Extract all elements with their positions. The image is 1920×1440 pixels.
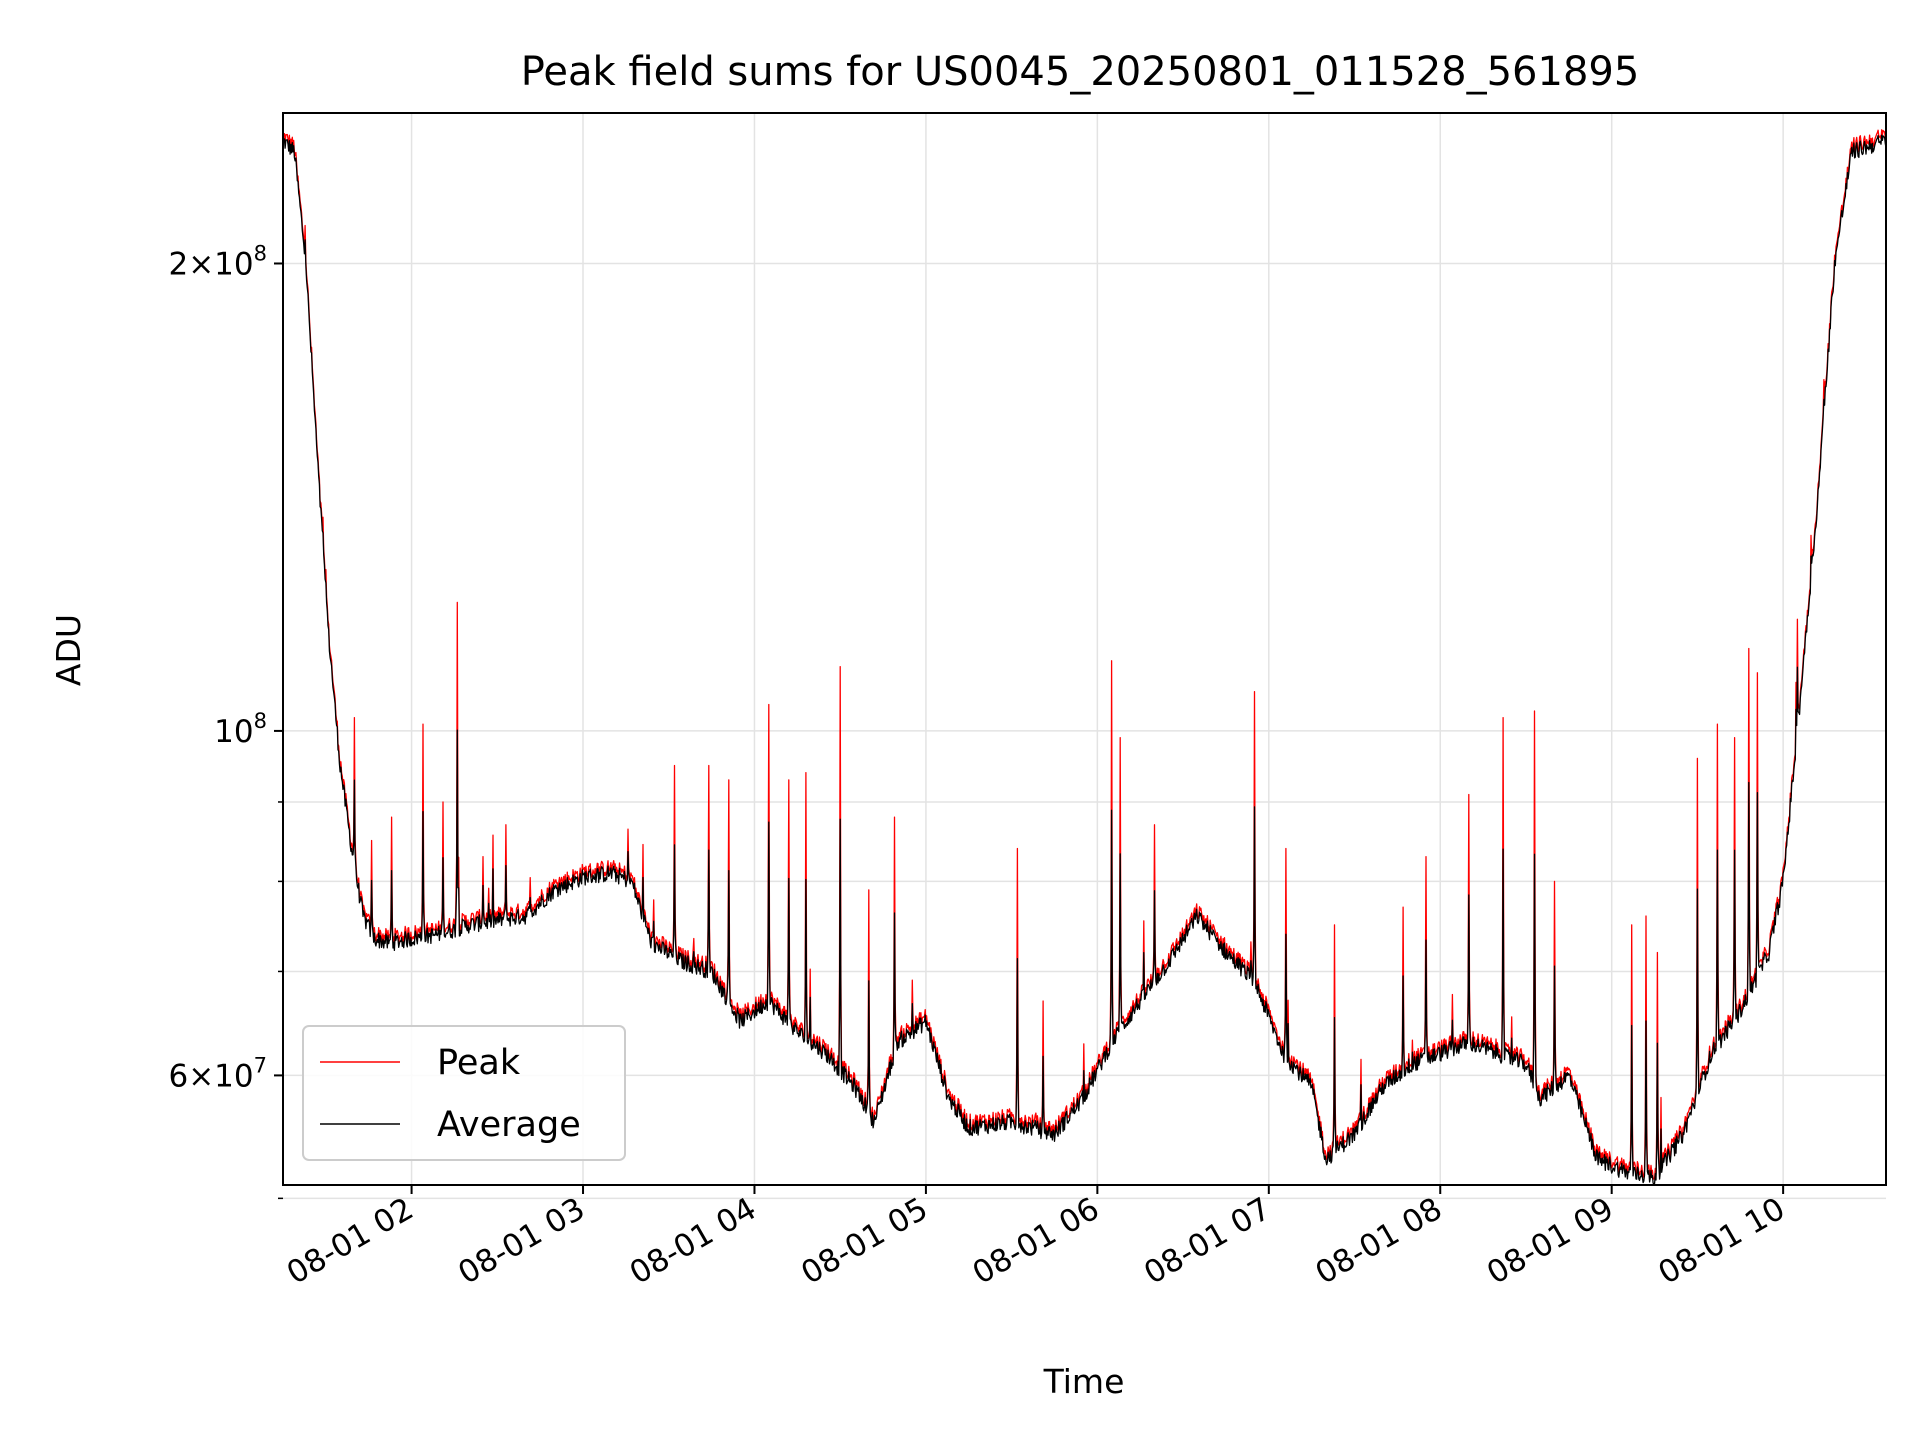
- y-axis: 6×107 108 2×108: [168, 241, 283, 1200]
- legend-label-average: Average: [437, 1105, 581, 1145]
- y-tick-label: 108: [214, 709, 267, 750]
- x-tick-label: 08-01 10: [1652, 1191, 1791, 1292]
- legend-box: [302, 1025, 626, 1161]
- x-tick-label: 08-01 03: [452, 1191, 591, 1292]
- y-tick-label: 6×107: [168, 1053, 267, 1094]
- plot-area: [282, 129, 1887, 1186]
- x-axis-title: Time: [1043, 1362, 1125, 1401]
- chart-title: Peak field sums for US0045_20250801_0115…: [521, 49, 1640, 95]
- x-tick-label: 08-01 09: [1481, 1191, 1620, 1292]
- x-tick-label: 08-01 05: [795, 1191, 934, 1292]
- plot-frame: [282, 112, 1887, 1186]
- y-axis-title: ADU: [49, 614, 88, 686]
- x-tick-label: 08-01 04: [624, 1191, 763, 1292]
- legend: Peak Average: [302, 1025, 626, 1161]
- x-tick-label: 08-01 06: [967, 1191, 1106, 1292]
- x-tick-label: 08-01 08: [1310, 1191, 1449, 1292]
- x-tick-label: 08-01 07: [1138, 1191, 1277, 1292]
- series-line-average: [282, 134, 1887, 1186]
- x-tick-label: 08-01 02: [281, 1191, 420, 1292]
- x-axis: 08-01 02 08-01 03 08-01 04 08-01 05 08-01 06…: [281, 1185, 1791, 1292]
- y-tick-label: 2×108: [168, 241, 267, 282]
- legend-label-peak: Peak: [437, 1043, 521, 1083]
